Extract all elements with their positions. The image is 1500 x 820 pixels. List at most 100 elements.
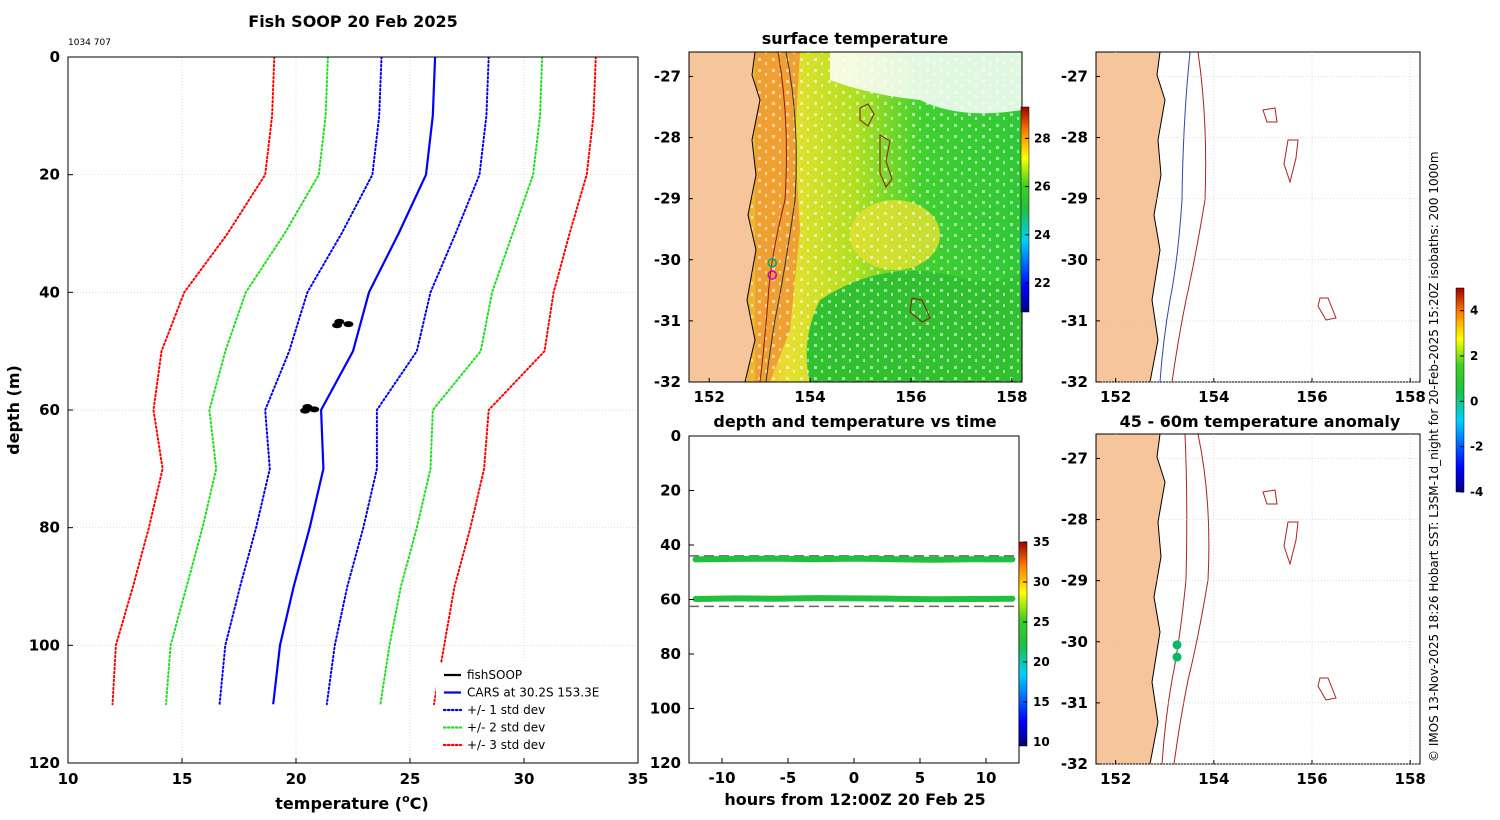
depth-time-series — [689, 555, 1019, 608]
cb-tick-label: 4 — [1470, 304, 1478, 318]
legend-entry: +/- 3 std dev — [467, 738, 545, 752]
cb-tick-label: -4 — [1470, 485, 1483, 499]
depth-time-title: depth and temperature vs time — [713, 412, 996, 431]
cb-tick-label: 0 — [1470, 394, 1478, 408]
depth-trace-depth_lower — [692, 595, 1016, 603]
cb-tick-label: 24 — [1034, 228, 1051, 242]
cars-mean-line — [272, 57, 437, 705]
lat-tick-label: -31 — [1061, 694, 1088, 712]
depth-time-colorbar — [1018, 541, 1028, 747]
y-tick-label: 40 — [39, 283, 60, 301]
anomaly-map-bottom-grid — [1096, 434, 1420, 765]
cb-tick-label: 20 — [1033, 655, 1050, 669]
lon-tick-label: 152 — [1100, 770, 1131, 788]
anomaly-map-top — [1095, 51, 1421, 383]
x-tick-label: -10 — [708, 769, 735, 787]
lat-tick-label: -30 — [1061, 251, 1088, 269]
x-tick-label: 15 — [172, 770, 193, 788]
cb-tick-label: 30 — [1033, 575, 1050, 589]
sst-colorbar-ticks: 22 24 26 28 — [1025, 131, 1051, 290]
lat-tick-label: -29 — [654, 190, 681, 208]
lat-tick-label: -27 — [1061, 67, 1088, 85]
depth-time-x-axis-label: hours from 12:00Z 20 Feb 25 — [724, 790, 985, 809]
sst-marker — [767, 258, 778, 268]
lat-tick-label: -32 — [654, 373, 681, 391]
profile-grid — [68, 57, 638, 763]
x-tick-label: -5 — [780, 769, 797, 787]
y-tick-label: 80 — [39, 519, 60, 537]
cb-tick-label: 22 — [1034, 276, 1051, 290]
lon-tick-label: 156 — [1296, 770, 1327, 788]
profile-y-axis-label: depth (m) — [4, 365, 23, 455]
lat-tick-label: -28 — [1061, 129, 1088, 147]
y-tick-label: 120 — [29, 754, 60, 772]
lat-tick-label: -29 — [1061, 190, 1088, 208]
lon-tick-label: 156 — [895, 388, 926, 406]
sst-colorbar — [1020, 106, 1030, 313]
cb-tick-label: 15 — [1033, 695, 1050, 709]
profile-legend: fishSOOP CARS at 30.2S 153.3E +/- 1 std de… — [436, 663, 632, 755]
credit-text: © IMOS 13-Nov-2025 18:26 Hobart SST: L3S… — [1427, 151, 1441, 762]
sst-map-markers — [767, 258, 778, 280]
cb-tick-label: 2 — [1470, 349, 1478, 363]
y-tick-label: 100 — [650, 700, 681, 718]
lon-tick-label: 158 — [1395, 770, 1426, 788]
fishsoop-point — [332, 322, 343, 329]
x-tick-label: 35 — [628, 770, 649, 788]
anomaly-colorbar — [1455, 287, 1465, 493]
y-tick-label: 80 — [660, 645, 681, 663]
main-title: Fish SOOP 20 Feb 2025 — [248, 12, 457, 31]
legend-entry: CARS at 30.2S 153.3E — [467, 686, 599, 700]
y-tick-label: 60 — [660, 591, 681, 609]
std-dev-1-line — [325, 57, 490, 706]
std-dev-2-line — [379, 57, 544, 706]
cb-tick-label: -2 — [1470, 440, 1483, 454]
lat-tick-label: -27 — [1061, 449, 1088, 467]
profile-x-ticks: 10 15 20 25 30 35 — [58, 758, 649, 788]
lon-tick-label: 154 — [794, 388, 825, 406]
profile-y-ticks: 0 20 40 60 80 100 120 — [29, 48, 73, 772]
lon-tick-label: 154 — [1198, 770, 1229, 788]
lat-tick-label: -31 — [654, 312, 681, 330]
lat-tick-label: -30 — [1061, 633, 1088, 651]
anomaly-map-bottom-markers — [1172, 640, 1182, 662]
y-tick-label: 100 — [29, 636, 60, 654]
lat-tick-label: -31 — [1061, 312, 1088, 330]
cruise-id-label: 1034 707 — [68, 38, 111, 48]
legend-entry: fishSOOP — [467, 668, 522, 682]
cb-tick-label: 35 — [1033, 535, 1050, 549]
fishsoop-points — [300, 318, 354, 414]
anomaly-map-top-grid — [1096, 52, 1420, 383]
depth-time-colorbar-ticks: 10 15 20 25 30 35 — [1023, 535, 1050, 749]
x-tick-label: 10 — [976, 769, 997, 787]
x-tick-label: 20 — [286, 770, 307, 788]
sst-marker — [767, 270, 778, 280]
lon-tick-label: 154 — [1198, 388, 1229, 406]
lat-tick-label: -28 — [1061, 511, 1088, 529]
y-tick-label: 0 — [50, 48, 60, 66]
y-tick-label: 20 — [39, 166, 60, 184]
lon-tick-label: 158 — [996, 388, 1027, 406]
y-tick-label: 60 — [39, 401, 60, 419]
lat-tick-label: -27 — [654, 67, 681, 85]
std-dev-1-line — [218, 57, 383, 706]
x-tick-label: 10 — [58, 770, 79, 788]
lon-tick-label: 158 — [1395, 388, 1426, 406]
lon-tick-label: 152 — [1100, 388, 1131, 406]
lat-tick-label: -30 — [654, 251, 681, 269]
sst-map-title: surface temperature — [762, 29, 949, 48]
lat-tick-label: -28 — [654, 129, 681, 147]
sst-map-ticks: 152 154 156 158 -27 -28 -29 -30 -31 -32 — [654, 67, 1028, 406]
lat-tick-label: -29 — [1061, 572, 1088, 590]
anomaly-map-bottom-ticks: 152 154 156 158 -27 -28 -29 -30 -31 -32 — [1061, 449, 1426, 788]
anomaly-colorbar-ticks: -4 -2 0 2 4 — [1460, 304, 1483, 499]
cb-tick-label: 26 — [1034, 180, 1051, 194]
cb-tick-label: 10 — [1033, 735, 1050, 749]
std-dev-3-line — [111, 57, 276, 706]
x-tick-label: 30 — [514, 770, 535, 788]
lat-tick-label: -32 — [1061, 373, 1088, 391]
lon-tick-label: 156 — [1296, 388, 1327, 406]
x-tick-label: 0 — [849, 769, 859, 787]
fishsoop-point — [300, 407, 311, 414]
